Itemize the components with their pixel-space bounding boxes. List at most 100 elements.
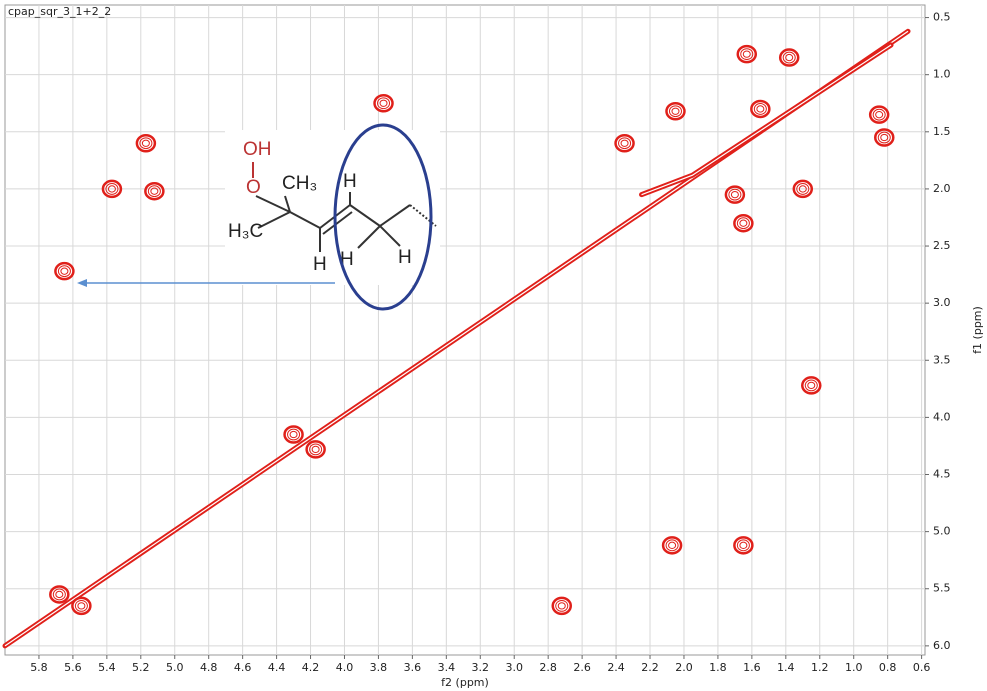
- cross-peak: [801, 376, 822, 395]
- y-tick-label: 5.0: [933, 525, 951, 538]
- x-tick-label: 1.0: [845, 661, 863, 674]
- contour-ring: [875, 111, 884, 119]
- x-tick-label: 4.0: [336, 661, 354, 674]
- x-tick-label: 2.4: [607, 661, 625, 674]
- y-tick-label: 4.5: [933, 468, 951, 481]
- cross-peak: [750, 99, 771, 119]
- contour-ring: [804, 379, 818, 392]
- contour-ring: [557, 602, 566, 610]
- structure-box: [225, 130, 440, 285]
- structure-label: CH₃: [282, 173, 317, 194]
- contour-ring: [753, 103, 767, 115]
- structure-label: O: [246, 177, 261, 198]
- x-tick-label: 4.6: [234, 661, 252, 674]
- structure-label: H: [313, 254, 327, 275]
- x-tick-label: 1.6: [743, 661, 761, 674]
- y-tick-label: 5.5: [933, 582, 951, 595]
- contour-ring: [555, 599, 569, 612]
- y-tick-label: 6.0: [933, 639, 951, 652]
- y-tick-label: 1.5: [933, 125, 951, 138]
- contour-ring: [807, 381, 816, 390]
- x-tick-label: 3.8: [370, 661, 388, 674]
- contour-ring: [880, 133, 889, 142]
- cross-peak: [283, 425, 304, 444]
- y-tick-label: 2.0: [933, 182, 951, 195]
- x-tick-label: 0.8: [879, 661, 897, 674]
- contour-ring: [287, 428, 301, 441]
- contour-ring: [877, 131, 891, 144]
- chart-title: cpap_sqr_3_1+2_2: [8, 5, 111, 18]
- cross-peak: [724, 185, 746, 204]
- x-tick-label: 4.8: [200, 661, 218, 674]
- contour-ring: [150, 187, 159, 195]
- contour-ring: [377, 97, 391, 110]
- contour-ring: [52, 588, 66, 601]
- contour-ring: [60, 267, 69, 275]
- contour-ring: [785, 53, 794, 62]
- structure-label: H: [343, 171, 357, 192]
- cross-peak: [665, 101, 686, 121]
- cross-peak: [792, 179, 814, 199]
- x-tick-label: 3.0: [505, 661, 523, 674]
- x-tick-label: 0.6: [913, 661, 931, 674]
- contour-ring: [620, 139, 629, 147]
- highlight-ellipse: [333, 123, 433, 311]
- cross-peak: [551, 596, 573, 616]
- contour-ring: [107, 185, 116, 193]
- structure-label: H: [340, 249, 354, 270]
- contour-ring: [55, 590, 64, 599]
- contour-ring: [671, 107, 680, 115]
- structure-label: H: [398, 247, 412, 268]
- cross-peak: [868, 105, 890, 124]
- cross-peak: [778, 48, 800, 67]
- cross-peak: [49, 585, 70, 604]
- grid: [5, 5, 929, 659]
- contour-ring: [756, 105, 765, 113]
- contour-ring: [147, 185, 161, 198]
- y-tick-label: 4.0: [933, 410, 951, 423]
- contour-ring: [730, 190, 739, 199]
- contour-ring: [289, 430, 298, 439]
- contour-ring: [736, 217, 750, 230]
- arrow: [77, 279, 335, 287]
- y-tick-label: 2.5: [933, 239, 951, 252]
- x-tick-label: 3.4: [438, 661, 456, 674]
- contour-ring: [740, 48, 754, 61]
- contour-ring: [141, 139, 150, 147]
- contour-ring: [728, 188, 742, 201]
- contour-ring: [739, 219, 748, 227]
- x-tick-label: 5.2: [132, 661, 150, 674]
- x-tick-label: 1.4: [777, 661, 795, 674]
- y-tick-label: 3.5: [933, 353, 951, 366]
- contour-ring: [872, 108, 886, 121]
- cross-peak: [874, 128, 895, 147]
- marks: [2, 28, 911, 649]
- contour-ring: [105, 183, 119, 195]
- x-tick-label: 2.6: [573, 661, 591, 674]
- x-tick-label: 5.4: [98, 661, 116, 674]
- y-tick-label: 0.5: [933, 11, 951, 24]
- y-axis-label: f1 (ppm): [971, 306, 984, 354]
- x-tick-label: 1.8: [709, 661, 727, 674]
- cross-peak: [144, 181, 165, 201]
- contour-ring: [618, 137, 632, 150]
- contour-ring: [742, 50, 751, 58]
- x-tick-label: 5.6: [64, 661, 82, 674]
- x-tick-label: 1.2: [811, 661, 829, 674]
- cross-peak: [71, 596, 92, 616]
- structure-label: OH: [243, 139, 272, 160]
- cross-peak: [101, 179, 123, 199]
- cross-peak: [373, 93, 394, 113]
- x-tick-label: 3.2: [472, 661, 490, 674]
- contour-ring: [739, 541, 748, 549]
- cross-peak: [736, 44, 758, 64]
- structure: OH O CH₃ H₃C H H H H: [225, 123, 440, 311]
- x-tick-label: 5.8: [30, 661, 48, 674]
- x-tick-label: 2.2: [641, 661, 659, 674]
- contour-ring: [77, 602, 86, 610]
- contour-ring: [57, 265, 71, 278]
- x-tick-label: 5.0: [166, 661, 184, 674]
- contour-ring: [74, 599, 88, 612]
- cross-peak: [54, 261, 75, 281]
